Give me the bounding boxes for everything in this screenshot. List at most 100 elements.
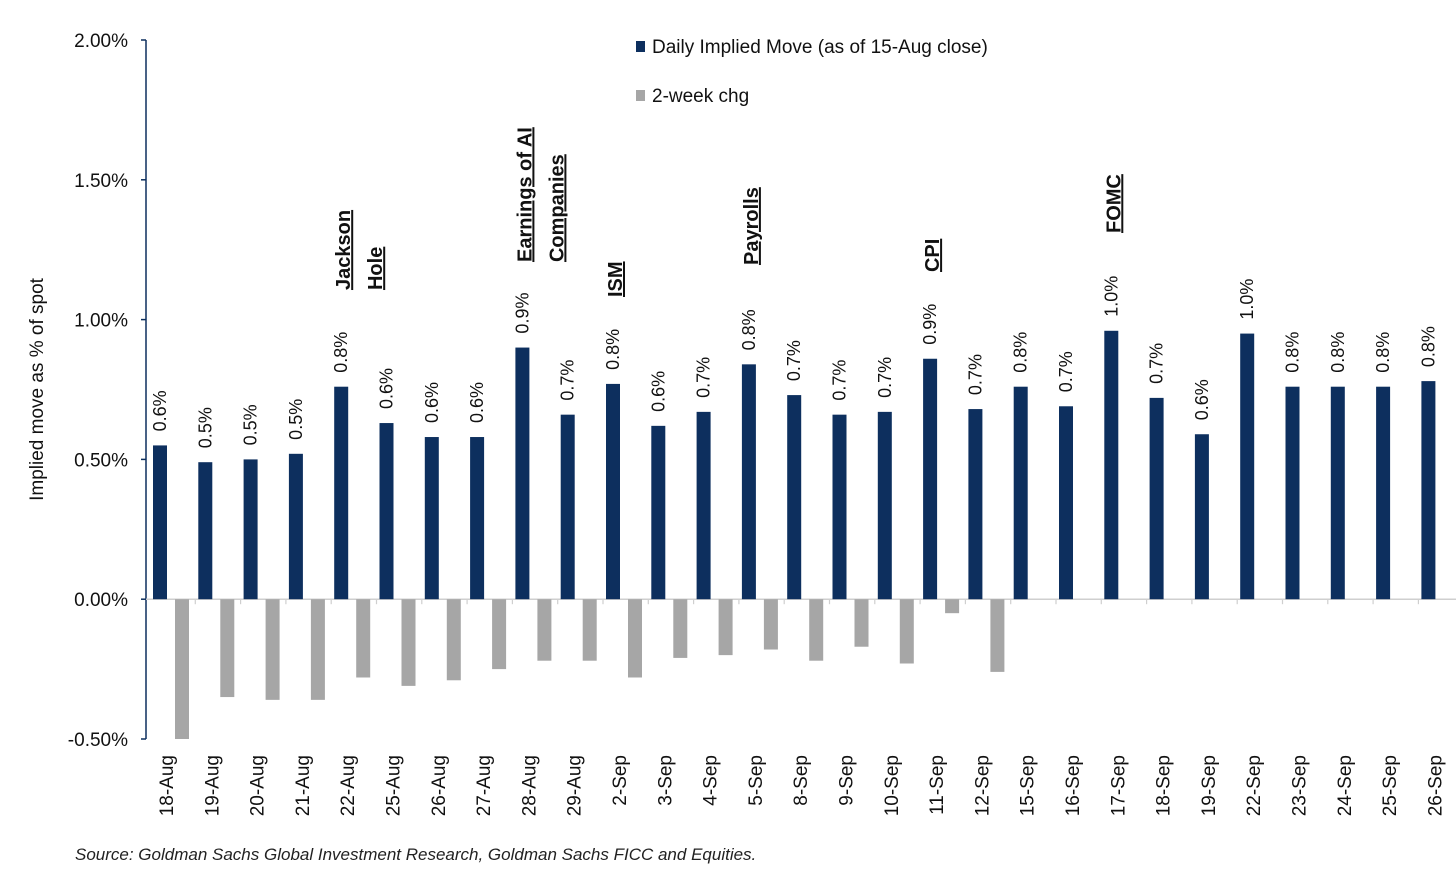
bar-2-week-chg — [763, 599, 778, 650]
event-annotation: Hole — [365, 247, 387, 290]
bar-implied-move — [334, 386, 349, 600]
bar-2-week-chg — [582, 599, 597, 661]
data-label: 0.8% — [1418, 326, 1438, 367]
x-tick-label: 20-Aug — [248, 755, 269, 816]
event-annotation: Earnings of AI — [514, 127, 536, 262]
bar-implied-move — [515, 347, 530, 600]
y-tick-label: -0.50% — [68, 730, 128, 751]
x-tick-label: 19-Aug — [202, 755, 223, 816]
data-label: 0.7% — [965, 354, 985, 395]
data-label: 0.8% — [331, 332, 351, 373]
data-label: 0.7% — [1056, 351, 1076, 392]
bar-implied-move — [470, 437, 485, 600]
bar-implied-move — [923, 358, 938, 600]
bar-2-week-chg — [628, 599, 642, 678]
data-label: 0.9% — [512, 293, 532, 334]
y-tick-label: 0.50% — [74, 450, 128, 471]
data-labels: 0.6% 0.5% 0.5% 0.5% 0.8% 0.6% 0.6% 0.6% 0.9% 0.7%… — [150, 276, 1438, 448]
x-tick-label: 27-Aug — [474, 755, 495, 816]
data-label: 0.6% — [422, 382, 442, 423]
bar-2-week-chg — [899, 599, 914, 664]
x-tick-label: 15-Sep — [1018, 755, 1039, 816]
bar-implied-move — [877, 411, 892, 600]
bar-2-week-chg — [945, 599, 960, 614]
x-tick-label: 8-Sep — [791, 755, 812, 806]
data-label: 0.7% — [694, 357, 714, 398]
data-label: 0.8% — [1373, 332, 1393, 373]
event-annotation: Jackson — [333, 210, 355, 290]
y-tick-label: 2.00% — [74, 31, 128, 52]
data-label: 0.7% — [1147, 343, 1167, 384]
data-label: 0.5% — [286, 399, 306, 440]
bar-2-week-chg — [175, 599, 189, 739]
data-label: 0.6% — [150, 390, 170, 431]
bar-implied-move — [1149, 397, 1164, 600]
x-tick-label: 18-Aug — [157, 755, 178, 816]
bar-2-week-chg — [718, 599, 733, 656]
bar-implied-move — [1013, 386, 1028, 600]
x-tick-label: 10-Sep — [882, 755, 903, 816]
event-annotation: CPI — [922, 239, 944, 272]
bar-2-week-chg — [265, 599, 280, 700]
bar-2-week-chg — [446, 599, 461, 681]
x-tick-label: 12-Sep — [972, 755, 993, 816]
bar-2-week-chg — [990, 599, 1005, 672]
data-label: 0.8% — [1283, 332, 1303, 373]
bar-implied-move — [1059, 406, 1073, 600]
x-tick-label: 24-Sep — [1335, 755, 1356, 816]
bar-implied-move — [606, 383, 620, 600]
x-tick-label: 11-Sep — [927, 755, 948, 815]
bar-implied-move — [651, 425, 666, 600]
data-label: 1.0% — [1237, 279, 1257, 320]
x-tick-label: 18-Sep — [1154, 755, 1175, 816]
x-tick-label: 28-Aug — [519, 755, 540, 816]
data-label: 0.7% — [784, 340, 804, 381]
bar-2-week-chg — [492, 599, 507, 670]
bar-implied-move — [1194, 434, 1209, 600]
x-tick-label: 23-Sep — [1290, 755, 1311, 816]
x-tick-label: 19-Sep — [1199, 755, 1220, 816]
bar-implied-move — [741, 364, 756, 600]
source-note: Source: Goldman Sachs Global Investment … — [75, 845, 757, 864]
bar-implied-move — [1376, 386, 1391, 600]
x-tick-label: 2-Sep — [610, 755, 631, 806]
event-annotations: Jackson Hole Earnings of AI Companies ISM Pay… — [333, 127, 1125, 297]
data-label: 0.8% — [1328, 332, 1348, 373]
x-tick-label: 29-Aug — [565, 755, 586, 816]
data-label: 0.8% — [739, 309, 759, 350]
event-annotation: ISM — [605, 261, 627, 297]
bar-implied-move — [787, 395, 802, 600]
bar-implied-move — [560, 414, 575, 600]
bars — [153, 330, 1436, 739]
bar-2-week-chg — [537, 599, 552, 661]
x-tick-label: 22-Aug — [338, 755, 359, 816]
data-label: 0.7% — [875, 357, 895, 398]
data-label: 0.8% — [603, 329, 623, 370]
bar-implied-move — [1421, 381, 1436, 600]
x-tick-label: 16-Sep — [1063, 755, 1084, 816]
y-tick-label: 0.00% — [74, 590, 128, 611]
bar-implied-move — [1240, 333, 1255, 600]
x-tick-label: 4-Sep — [701, 755, 722, 806]
event-annotation: Payrolls — [741, 187, 763, 265]
y-tick-label: 1.00% — [74, 311, 128, 332]
bar-implied-move — [198, 462, 213, 600]
bar-2-week-chg — [220, 599, 235, 698]
legend-label-implied-move: Daily Implied Move (as of 15-Aug close) — [652, 37, 988, 58]
x-tick-label: 3-Sep — [655, 755, 676, 806]
bar-implied-move — [288, 453, 303, 600]
event-annotation: Companies — [546, 154, 568, 262]
bar-implied-move — [1285, 386, 1300, 600]
data-label: 0.7% — [830, 360, 850, 401]
bar-2-week-chg — [854, 599, 869, 647]
event-annotation: FOMC — [1103, 174, 1125, 233]
legend-swatch-2-week-chg — [636, 90, 645, 101]
x-tick-label: 5-Sep — [746, 755, 767, 806]
data-label: 0.6% — [377, 368, 397, 409]
bar-implied-move — [1330, 386, 1345, 600]
bar-implied-move — [1104, 330, 1119, 600]
x-tick-label: 26-Sep — [1425, 755, 1446, 816]
x-tick-label: 21-Aug — [293, 755, 314, 816]
data-label: 0.6% — [467, 382, 487, 423]
data-label: 0.7% — [558, 360, 578, 401]
